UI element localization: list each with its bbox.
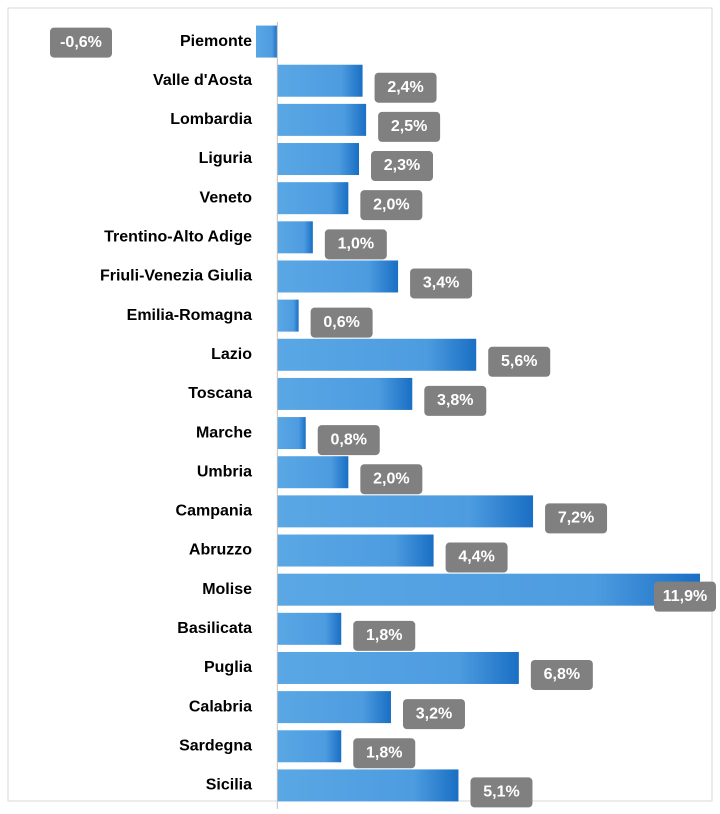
bar — [277, 730, 342, 763]
value-label: 0,8% — [330, 431, 366, 448]
value-label-box — [371, 151, 434, 182]
bar — [277, 456, 349, 489]
bar — [277, 64, 363, 97]
category-label: Sardegna — [179, 737, 252, 754]
bar — [277, 182, 349, 215]
category-label: Trentino-Alto Adige — [104, 229, 252, 246]
category-label: Lazio — [211, 346, 252, 363]
value-label: 6,8% — [544, 666, 580, 683]
value-label-box — [374, 72, 437, 103]
value-label-box — [50, 27, 112, 58]
value-label-box — [410, 268, 473, 299]
value-label-box — [470, 777, 533, 808]
value-label: 2,0% — [373, 196, 409, 213]
category-label: Campania — [176, 503, 253, 520]
bar — [277, 299, 299, 332]
bar — [277, 573, 700, 606]
value-label-box — [360, 190, 423, 221]
bar — [277, 534, 434, 567]
value-label: 3,8% — [437, 392, 473, 409]
value-label: 2,3% — [384, 157, 420, 174]
value-label: 0,6% — [323, 314, 359, 331]
bar — [277, 651, 519, 684]
bar — [277, 495, 534, 528]
value-label: 1,8% — [366, 627, 402, 644]
value-label-box — [324, 229, 387, 260]
value-label-box — [353, 738, 416, 769]
value-label-box — [402, 699, 465, 730]
category-label: Puglia — [204, 659, 252, 676]
value-label: 1,0% — [338, 236, 374, 253]
category-label: Valle d'Aosta — [153, 72, 252, 89]
bar — [277, 769, 459, 802]
value-label: 2,4% — [387, 79, 423, 96]
value-label: 3,2% — [416, 705, 452, 722]
bar — [277, 260, 399, 293]
value-label-box — [530, 659, 593, 690]
value-label: 11,9% — [663, 588, 707, 605]
category-label: Lombardia — [170, 111, 252, 128]
value-label-box — [317, 425, 380, 456]
value-label-box — [353, 620, 416, 651]
category-label: Umbria — [197, 463, 252, 480]
category-label: Calabria — [189, 698, 252, 715]
value-label: 2,5% — [391, 118, 427, 135]
value-label-box — [310, 307, 373, 338]
value-label: 2,0% — [373, 470, 409, 487]
category-label: Veneto — [200, 189, 253, 206]
bar — [277, 143, 360, 176]
value-label: 5,6% — [501, 353, 537, 370]
value-label: 1,8% — [366, 744, 402, 761]
value-label: 7,2% — [558, 510, 594, 527]
value-label: 4,4% — [458, 549, 494, 566]
category-label: Sicilia — [206, 777, 252, 794]
category-label: Basilicata — [177, 620, 252, 637]
value-label: 3,4% — [423, 275, 459, 292]
bar — [277, 417, 306, 450]
category-label: Marche — [196, 424, 252, 441]
bar — [277, 377, 413, 410]
category-label: Piemonte — [180, 33, 252, 50]
bar — [277, 691, 391, 724]
category-label: Molise — [202, 581, 252, 598]
value-label-box — [360, 464, 423, 495]
bar — [277, 612, 342, 645]
value-label-box — [424, 385, 487, 416]
value-label-box — [445, 542, 508, 573]
category-label: Friuli-Venezia Giulia — [100, 268, 252, 285]
value-label-box — [488, 346, 551, 377]
value-label: -0,6% — [60, 34, 102, 51]
value-label: 5,1% — [483, 784, 519, 801]
value-label-box — [545, 503, 608, 534]
bar — [256, 25, 278, 58]
category-label: Emilia-Romagna — [127, 307, 252, 324]
bar — [277, 221, 313, 254]
bar — [277, 338, 477, 371]
category-label: Liguria — [199, 150, 252, 167]
value-label-box — [378, 111, 441, 142]
category-label: Abruzzo — [189, 542, 252, 559]
value-label-box — [654, 581, 716, 612]
category-label: Toscana — [188, 385, 252, 402]
bar — [277, 103, 367, 136]
